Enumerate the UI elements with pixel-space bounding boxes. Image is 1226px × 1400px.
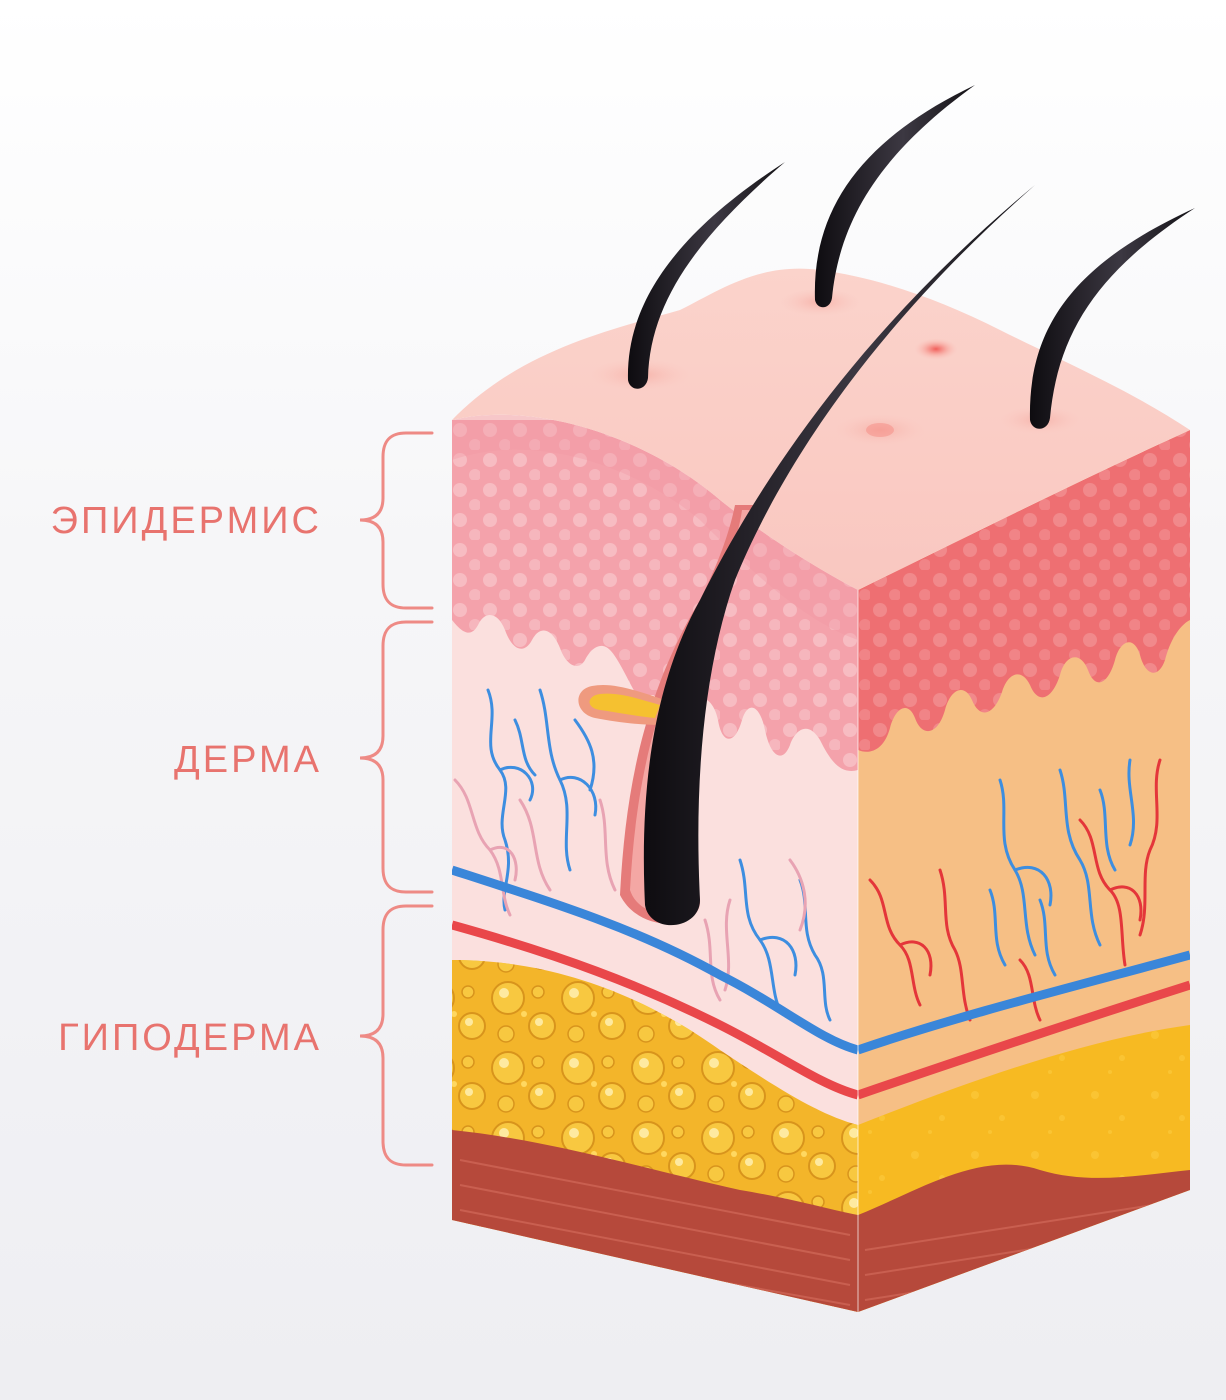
bracket-hypodermis — [359, 904, 434, 1167]
hair-strands — [627, 85, 1195, 926]
bracket-dermis — [359, 620, 434, 894]
label-hypodermis: ГИПОДЕРМА — [58, 1017, 322, 1059]
label-dermis: ДЕРМА — [174, 739, 322, 781]
bracket-epidermis — [359, 431, 434, 610]
label-epidermis: ЭПИДЕРМИС — [50, 500, 322, 542]
layer-brackets — [359, 431, 434, 1167]
skin-pore — [914, 338, 958, 360]
hair-strand — [627, 162, 785, 389]
hair-strand — [1029, 208, 1195, 429]
hair-main — [643, 185, 1035, 926]
hair-strand — [814, 85, 975, 308]
